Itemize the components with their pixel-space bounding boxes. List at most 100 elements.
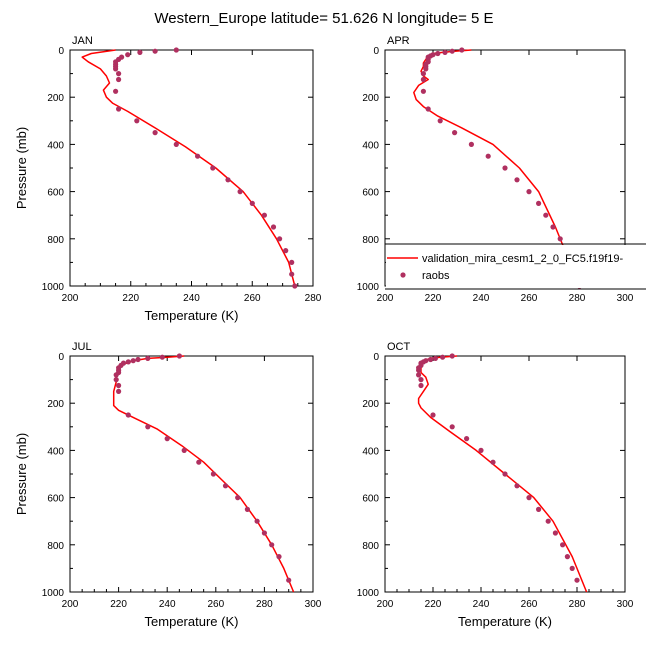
x-axis-title: Temperature (K) xyxy=(145,614,239,629)
y-tick-label: 0 xyxy=(58,352,64,363)
raobs-point xyxy=(113,372,119,378)
raobs-point xyxy=(283,248,289,254)
y-tick-label: 0 xyxy=(373,46,379,57)
x-tick-label: 260 xyxy=(207,599,224,610)
y-tick-label: 1000 xyxy=(42,282,65,293)
raobs-point xyxy=(416,372,422,378)
y-tick-label: 0 xyxy=(58,46,64,57)
raobs-point xyxy=(113,66,119,72)
x-tick-label: 220 xyxy=(122,293,139,304)
x-tick-label: 200 xyxy=(62,599,79,610)
raobs-point xyxy=(152,48,158,54)
y-tick-label: 600 xyxy=(47,494,64,505)
raobs-point xyxy=(210,471,216,477)
raobs-point xyxy=(449,424,455,430)
panels-group: JAN 200 220 240 260 280 0 200 400 600 800 1000 Tempe… xyxy=(14,35,634,629)
x-tick-label: 280 xyxy=(256,599,273,610)
raobs-point xyxy=(261,530,267,536)
raobs-point xyxy=(125,359,131,365)
raobs-point xyxy=(173,141,179,147)
x-tick-label: 220 xyxy=(110,599,127,610)
x-tick-label: 260 xyxy=(521,293,538,304)
raobs-point xyxy=(249,200,255,206)
x-tick-label: 260 xyxy=(244,293,261,304)
legend-model-label: validation_mira_cesm1_2_0_FC5.f19f19- xyxy=(422,253,624,265)
x-tick-label: 240 xyxy=(183,293,200,304)
y-tick-label: 200 xyxy=(47,399,64,410)
raobs-point xyxy=(432,355,438,361)
raobs-point xyxy=(210,165,216,171)
raobs-point xyxy=(418,382,424,389)
panel-label: JUL xyxy=(72,341,92,353)
y-tick-label: 800 xyxy=(362,541,379,552)
raobs-point xyxy=(485,153,491,159)
raobs-point xyxy=(557,236,563,242)
x-tick-label: 280 xyxy=(569,599,586,610)
raobs-point xyxy=(442,49,448,56)
raobs-point xyxy=(502,165,508,171)
x-tick-label: 240 xyxy=(473,293,490,304)
raobs-point xyxy=(564,554,571,560)
raobs-point xyxy=(116,76,122,83)
raobs-point xyxy=(125,52,131,58)
raobs-point xyxy=(420,88,426,94)
raobs-point xyxy=(196,459,202,465)
raobs-point xyxy=(277,236,283,242)
raobs-point xyxy=(254,518,260,524)
y-tick-label: 600 xyxy=(362,188,379,199)
panel-label: JAN xyxy=(72,35,93,47)
raobs-point xyxy=(130,358,136,364)
y-tick-label: 600 xyxy=(47,188,64,199)
panel-label: APR xyxy=(387,35,410,47)
raobs-point xyxy=(235,495,241,501)
y-tick-label: 400 xyxy=(362,446,379,457)
y-tick-label: 800 xyxy=(47,541,64,552)
raobs-point xyxy=(173,47,179,53)
panel-jan: JAN 200 220 240 260 280 0 200 400 600 800 1000 Tempe… xyxy=(14,35,322,323)
figure-title: Western_Europe latitude= 51.626 N longit… xyxy=(154,10,493,27)
raobs-point xyxy=(145,355,151,361)
raobs-point xyxy=(560,542,566,548)
raobs-point xyxy=(176,353,182,359)
legend-background xyxy=(386,245,645,288)
x-tick-label: 300 xyxy=(305,599,322,610)
x-tick-label: 300 xyxy=(617,599,634,610)
y-tick-label: 600 xyxy=(362,494,379,505)
raobs-point xyxy=(113,377,119,383)
panel-oct: OCT 200 220 240 260 280 300 0 200 400 600 800 1000 Te… xyxy=(357,341,634,629)
raobs-point xyxy=(164,436,170,442)
x-tick-label: 260 xyxy=(521,599,538,610)
raobs-point xyxy=(502,471,508,477)
raobs-point xyxy=(137,49,143,56)
raobs-point xyxy=(113,88,119,94)
legend-raobs-swatch xyxy=(400,272,406,278)
y-tick-label: 400 xyxy=(362,140,379,151)
raobs-point xyxy=(269,542,275,548)
raobs-point xyxy=(152,130,158,136)
raobs-point xyxy=(514,483,520,489)
x-tick-label: 200 xyxy=(62,293,79,304)
raobs-point xyxy=(181,447,187,453)
x-axis-title: Temperature (K) xyxy=(145,308,239,323)
panel-jul: JUL 200 220 240 260 280 300 0 200 400 600 800 1000 Te… xyxy=(14,341,322,629)
raobs-point xyxy=(435,50,441,57)
raobs-point xyxy=(526,495,532,501)
x-tick-label: 280 xyxy=(305,293,322,304)
raobs-point xyxy=(478,447,484,453)
raobs-point xyxy=(125,412,131,418)
y-tick-label: 800 xyxy=(362,235,379,246)
raobs-point xyxy=(225,177,231,183)
raobs-point xyxy=(569,565,575,572)
raobs-point xyxy=(440,354,446,360)
raobs-point xyxy=(134,118,140,124)
raobs-point xyxy=(536,200,542,206)
raobs-point xyxy=(428,356,434,363)
raobs-point xyxy=(244,506,250,512)
model-line-jan xyxy=(81,49,296,287)
x-tick-label: 240 xyxy=(159,599,176,610)
raobs-point xyxy=(459,47,465,53)
raobs-point xyxy=(468,141,474,147)
y-tick-label: 1000 xyxy=(357,588,380,599)
raobs-point xyxy=(437,118,443,124)
